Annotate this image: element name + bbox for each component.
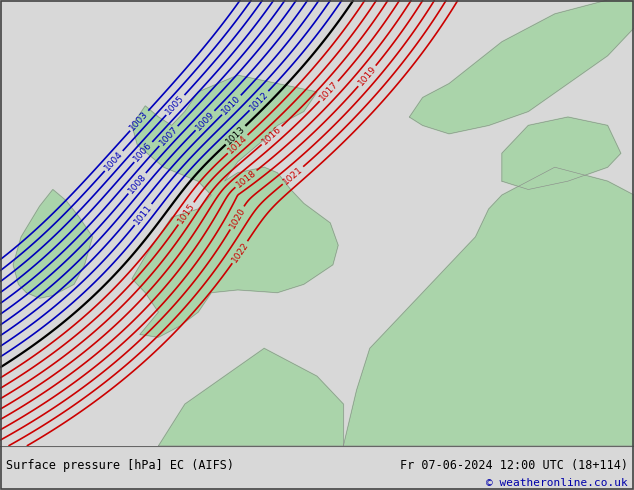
Text: 1020: 1020: [228, 206, 247, 230]
Text: 1011: 1011: [133, 203, 154, 226]
Text: © weatheronline.co.uk: © weatheronline.co.uk: [486, 478, 628, 488]
Text: 1014: 1014: [226, 133, 249, 155]
Text: 1003: 1003: [128, 109, 150, 132]
Text: 1005: 1005: [164, 94, 186, 117]
Polygon shape: [344, 167, 634, 446]
Text: 1015: 1015: [176, 201, 197, 225]
Text: 1019: 1019: [356, 64, 378, 88]
Text: 1021: 1021: [281, 165, 304, 186]
Text: 1012: 1012: [248, 90, 270, 112]
Polygon shape: [132, 75, 338, 337]
Polygon shape: [502, 117, 621, 190]
Text: 1018: 1018: [234, 168, 258, 190]
Text: 1013: 1013: [224, 124, 247, 147]
Text: Fr 07-06-2024 12:00 UTC (18+114): Fr 07-06-2024 12:00 UTC (18+114): [399, 459, 628, 472]
Text: 1008: 1008: [126, 172, 148, 195]
Text: 1004: 1004: [103, 149, 125, 172]
Text: 1010: 1010: [220, 94, 243, 117]
Text: 1017: 1017: [318, 80, 340, 103]
Text: Surface pressure [hPa] EC (AIFS): Surface pressure [hPa] EC (AIFS): [6, 459, 235, 472]
Polygon shape: [13, 190, 93, 298]
Polygon shape: [410, 0, 634, 134]
Text: 1016: 1016: [260, 124, 283, 147]
Polygon shape: [158, 348, 344, 446]
Text: 1009: 1009: [194, 109, 216, 132]
Text: 1006: 1006: [133, 141, 154, 164]
Text: 1022: 1022: [230, 240, 250, 264]
Text: 1007: 1007: [157, 124, 179, 147]
